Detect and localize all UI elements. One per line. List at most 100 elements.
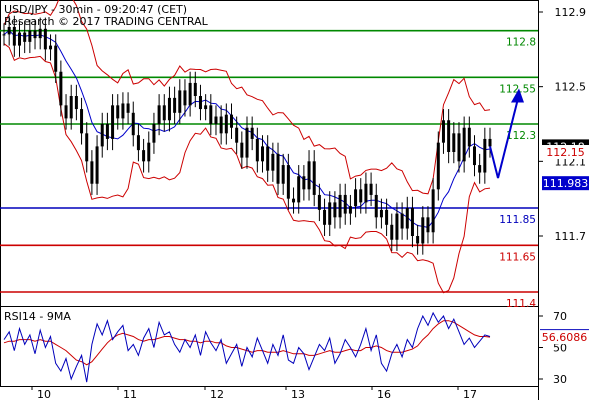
candle-body xyxy=(472,146,476,166)
candle-body xyxy=(136,135,140,151)
candle-body xyxy=(338,194,342,218)
forecast-leg-down xyxy=(489,146,499,179)
time-tick-label: 11 xyxy=(123,388,137,400)
forecast-arrow xyxy=(489,88,524,179)
candle-body xyxy=(204,105,208,110)
level-label: 111.65 xyxy=(499,251,536,263)
candle-body xyxy=(354,189,358,207)
rsi-tag-label: 56.6086 xyxy=(542,331,588,344)
candle-body xyxy=(276,153,280,184)
candle-body xyxy=(198,96,202,110)
candle-body xyxy=(467,127,471,147)
forecast-arrowhead xyxy=(511,88,524,103)
candle-body xyxy=(307,161,311,190)
candle-body xyxy=(478,165,482,173)
candle-body xyxy=(131,112,135,136)
candle-body xyxy=(416,236,420,244)
candle-body xyxy=(323,209,327,225)
candle-body xyxy=(54,45,58,72)
price-tick-label: 111.7 xyxy=(555,230,587,243)
candle-body xyxy=(364,183,368,203)
rsi-tag-box xyxy=(540,330,589,345)
candle-body xyxy=(126,103,130,113)
candle-body xyxy=(80,109,84,134)
candle-body xyxy=(333,202,337,218)
candle-body xyxy=(488,138,492,147)
candle-body xyxy=(302,176,306,190)
candle-body xyxy=(312,161,316,195)
candle-body xyxy=(18,32,22,46)
candle-body xyxy=(69,96,73,119)
candle-body xyxy=(426,217,430,233)
price-tag-label: 112.15 xyxy=(546,146,585,159)
price-tag-label: 111.983 xyxy=(543,177,589,190)
candle-body xyxy=(271,153,275,171)
candle-body xyxy=(85,133,89,162)
candle-body xyxy=(297,176,301,203)
candle-body xyxy=(240,142,244,158)
forecast-leg-up xyxy=(497,98,519,179)
candle-body xyxy=(245,127,249,158)
candle-body xyxy=(328,202,332,225)
candle-body xyxy=(405,208,409,229)
time-tick-label: 13 xyxy=(291,388,305,400)
candle-body xyxy=(147,142,151,162)
chart-subtitle: Research © 2017 TRADING CENTRAL xyxy=(4,15,209,28)
candle-body xyxy=(317,194,321,210)
candle-body xyxy=(483,138,487,173)
candle-body xyxy=(162,105,166,121)
rsi-panel-title: RSI14 - 9MA xyxy=(4,310,71,323)
candle-body xyxy=(462,127,466,162)
candle-body xyxy=(266,146,270,171)
candle-body xyxy=(224,114,228,134)
price-tick-label: 112.5 xyxy=(555,81,587,94)
candle-body xyxy=(121,103,125,119)
candle-body xyxy=(23,32,27,42)
price-candles xyxy=(2,15,492,255)
candle-body xyxy=(188,82,192,106)
time-tick-label: 17 xyxy=(463,388,477,400)
rsi-tick-label: 30 xyxy=(553,373,567,386)
candle-body xyxy=(33,30,37,39)
candle-body xyxy=(183,90,187,106)
candle-body xyxy=(219,116,223,134)
rsi-ma-line xyxy=(3,320,491,366)
candle-body xyxy=(49,45,53,50)
candle-body xyxy=(64,105,68,119)
level-label: 112.8 xyxy=(506,37,536,49)
rsi-tick-label: 50 xyxy=(553,342,567,355)
rsi-tick-label: 70 xyxy=(553,310,567,323)
candle-body xyxy=(436,142,440,190)
candle-body xyxy=(400,213,404,229)
chart-title: USD/JPY - 30min - 09:20:47 (CET) xyxy=(4,3,187,16)
level-label: 112.55 xyxy=(499,83,536,95)
candle-body xyxy=(229,114,233,128)
candle-body xyxy=(157,105,161,124)
candle-body xyxy=(447,120,451,152)
rsi-lines xyxy=(3,311,491,383)
candle-body xyxy=(38,28,42,39)
time-tick-label: 12 xyxy=(210,388,224,400)
candle-body xyxy=(369,183,373,195)
candle-body xyxy=(286,165,290,199)
candle-body xyxy=(105,124,109,139)
candle-body xyxy=(385,209,389,225)
level-label: 112.3 xyxy=(506,130,536,142)
candle-body xyxy=(255,138,259,162)
price-tick-label: 112.9 xyxy=(555,6,587,19)
candle-body xyxy=(209,105,213,124)
time-tick-label: 10 xyxy=(37,388,51,400)
candle-body xyxy=(167,97,171,121)
candle-body xyxy=(421,217,425,244)
candle-body xyxy=(116,105,120,119)
level-label: 111.4 xyxy=(506,298,536,310)
candle-body xyxy=(343,194,347,214)
candle-body xyxy=(43,28,47,50)
candle-body xyxy=(90,161,94,184)
rsi-panel-frame xyxy=(0,306,539,387)
candle-body xyxy=(261,146,265,162)
candle-body xyxy=(379,209,383,218)
